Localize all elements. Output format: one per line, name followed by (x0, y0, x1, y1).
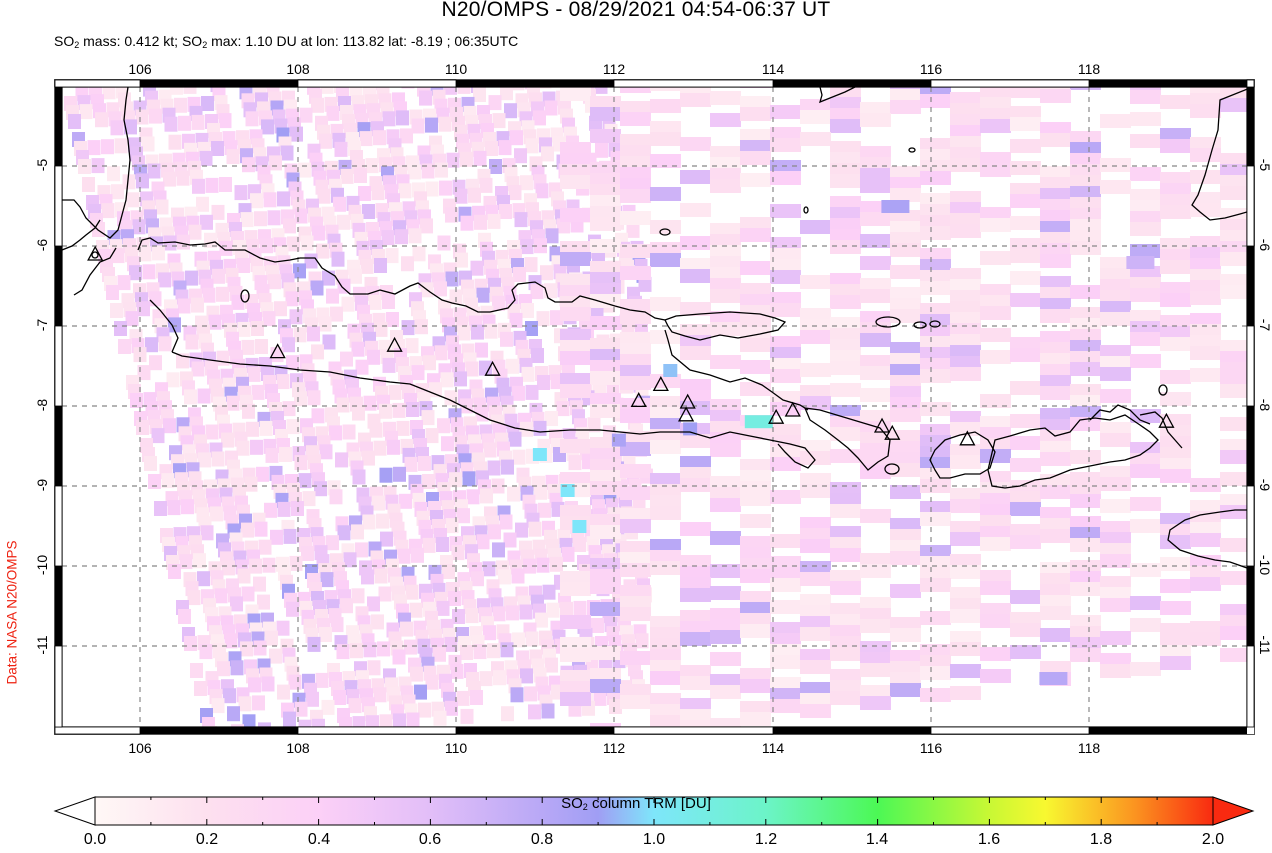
y-tick-left: -10 (34, 554, 50, 576)
volcano-icon (630, 392, 647, 408)
colorbar-label-rest: column TRM [DU] (587, 795, 711, 812)
x-tick-bottom: 108 (286, 740, 310, 756)
colorbar-tick: 0.2 (195, 831, 219, 848)
so2-pixel-notable (663, 364, 678, 377)
chart-subtitle: SO2 mass: 0.412 kt; SO2 max: 1.10 DU at … (54, 33, 518, 50)
volcano-icon (269, 343, 286, 359)
volcano-markers (87, 245, 1175, 446)
so2-label: SO (181, 33, 203, 49)
map-frame (54, 79, 1255, 735)
chart-title: N20/OMPS - 08/29/2021 04:54-06:37 UT (441, 0, 831, 21)
y-tick-left: -9 (34, 478, 50, 492)
so2-mass-text: mass: 0.412 kt; (79, 33, 182, 49)
volcano-icon (784, 401, 801, 417)
x-tick-bottom: 114 (761, 740, 785, 756)
x-tick-bottom: 118 (1077, 740, 1101, 756)
coastlines (62, 87, 1247, 569)
colorbar-tick: 1.4 (865, 831, 889, 848)
y-tick-right: -9 (1257, 478, 1272, 492)
so2-label: SO (54, 33, 75, 49)
so2-pixel-notable (560, 484, 575, 497)
x-tick-top: 116 (919, 61, 943, 77)
so2-pixel-notable (611, 433, 626, 447)
volcano-icon (484, 360, 501, 376)
frame-bars (54, 79, 1255, 735)
x-tick-bottom: 116 (919, 740, 943, 756)
volcano-icon (652, 376, 669, 392)
so2-pixel-notable (572, 520, 587, 533)
colorbar-tick: 1.8 (1089, 831, 1113, 848)
colorbar-label-so: SO (561, 795, 583, 812)
x-tick-top: 108 (286, 61, 310, 77)
x-tick-top: 118 (1077, 61, 1101, 77)
volcano-icon (386, 336, 403, 352)
so2-pixel-notable (744, 415, 773, 429)
so2-subscript: 2 (74, 40, 80, 50)
colorbar-tick: 1.6 (977, 831, 1001, 848)
colorbar-tick: 2.0 (1201, 831, 1225, 848)
y-tick-right: -6 (1257, 238, 1272, 252)
so2-pixel-notable (532, 448, 547, 461)
y-tick-right: -11 (1257, 635, 1272, 655)
volcano-icon (1158, 412, 1175, 428)
volcano-icon (87, 245, 104, 261)
y-tick-left: -8 (34, 398, 50, 412)
colorbar (53, 796, 1255, 826)
y-tick-right: -8 (1257, 398, 1272, 412)
y-tick-left: -7 (34, 318, 50, 332)
x-tick-top: 106 (128, 61, 152, 77)
y-tick-left: -5 (34, 158, 50, 172)
volcano-icon (678, 406, 695, 422)
y-tick-right: -10 (1257, 554, 1272, 576)
gridlines (62, 87, 1247, 727)
colorbar-tick: 1.2 (754, 831, 778, 848)
colorbar-label-sub: 2 (582, 802, 588, 812)
x-tick-bottom: 106 (128, 740, 152, 756)
so2-pixel-notable (1126, 256, 1155, 269)
colorbar-tick: 0.0 (83, 831, 107, 848)
colorbar-tick: 0.8 (530, 831, 554, 848)
colorbar-label: SO2 column TRM [DU] (0, 795, 1272, 812)
y-tick-right: -5 (1257, 158, 1272, 172)
y-tick-left: -11 (34, 635, 50, 655)
colorbar-tick: 0.4 (307, 831, 331, 848)
volcano-icon (884, 424, 901, 440)
volcano-icon (873, 417, 891, 433)
volcano-icon (959, 430, 976, 446)
so2-pixel-notable (1039, 672, 1068, 685)
colorbar-tick: 1.0 (642, 831, 666, 848)
x-tick-top: 112 (602, 61, 626, 77)
y-tick-right: -7 (1257, 318, 1272, 332)
volcano-icon (768, 408, 785, 424)
colorbar-tick: 0.6 (418, 831, 442, 848)
y-tick-left: -6 (34, 238, 50, 252)
x-tick-bottom: 110 (444, 740, 468, 756)
colorbar-max-arrow (1212, 796, 1255, 826)
x-tick-top: 114 (761, 61, 785, 77)
x-tick-bottom: 112 (602, 740, 626, 756)
so2-subscript: 2 (202, 40, 208, 50)
x-tick-top: 110 (444, 61, 468, 77)
so2-max-text: max: 1.10 DU at lon: 113.82 lat: -8.19 ;… (207, 33, 519, 49)
volcano-icon (679, 393, 696, 409)
so2-pixel-notable (881, 200, 910, 213)
so2-pixel-field (64, 87, 1247, 727)
